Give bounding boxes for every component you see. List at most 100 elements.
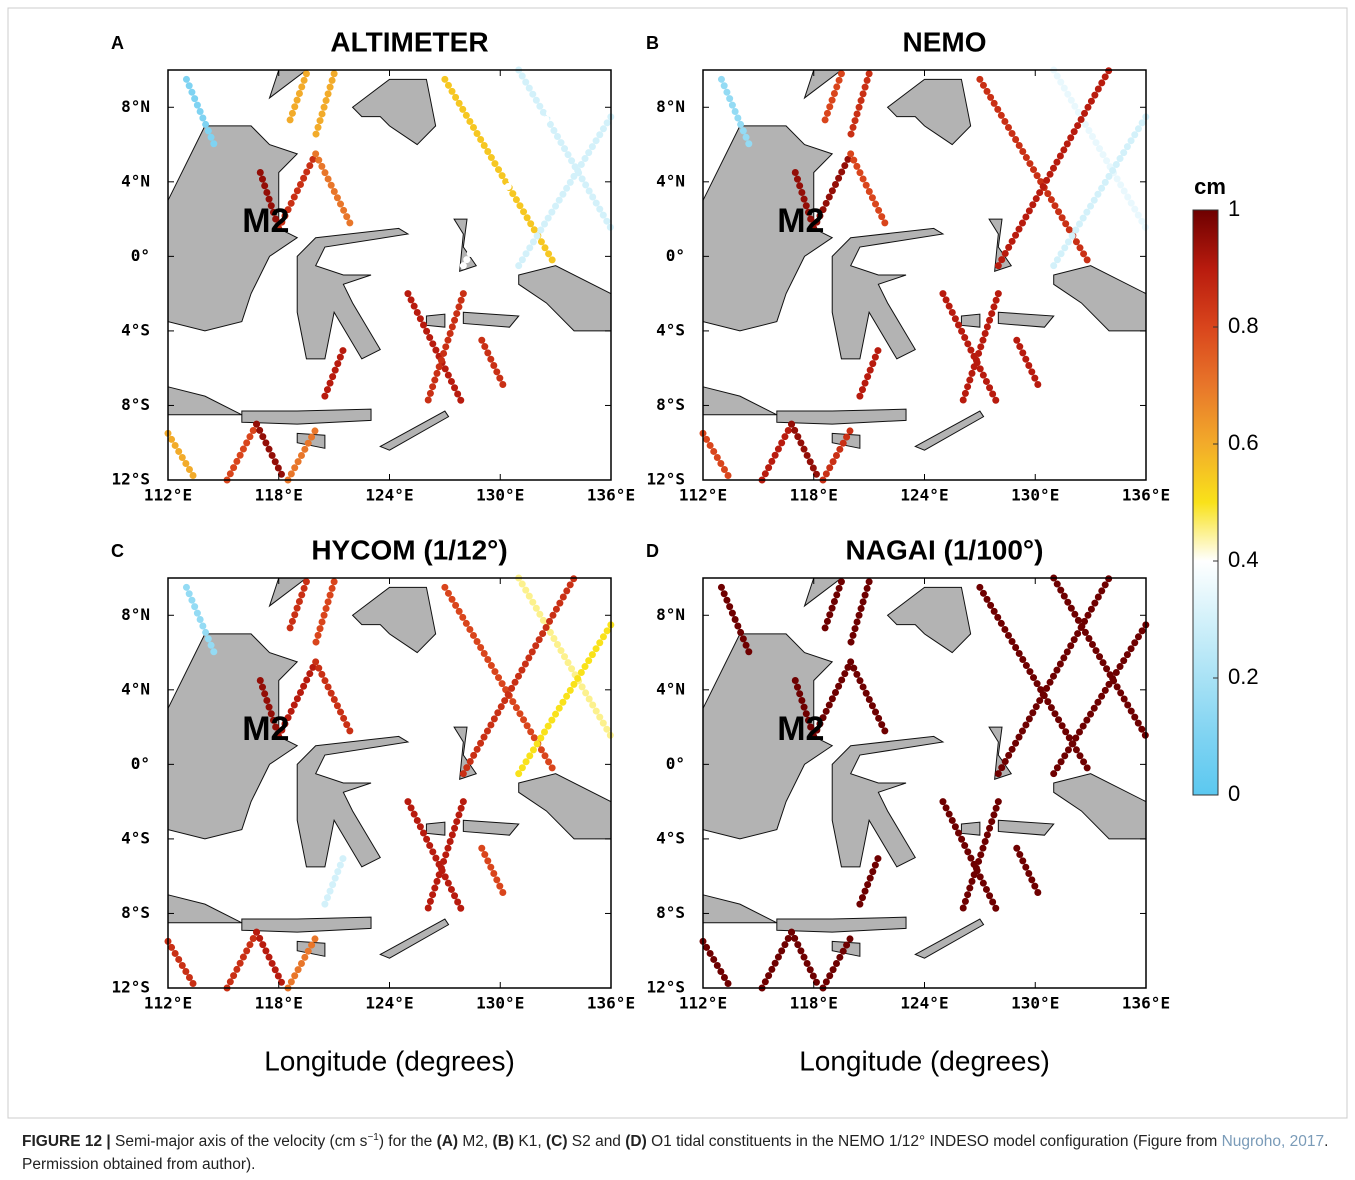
y-tick-label: 8°N <box>656 97 685 116</box>
x-tick-label: 118°E <box>255 994 303 1013</box>
y-tick-label: 8°N <box>121 97 150 116</box>
y-tick-label: 0° <box>666 246 685 265</box>
land <box>379 410 450 451</box>
track <box>819 426 855 484</box>
track <box>312 150 357 232</box>
land <box>462 819 520 836</box>
panel-letter: B <box>646 33 659 53</box>
track <box>847 70 873 139</box>
land <box>296 940 326 957</box>
map-label: M2 <box>242 710 289 748</box>
caption-run: O1 tidal constituents in the NEMO 1/12° … <box>646 1133 1222 1151</box>
track <box>957 290 1002 409</box>
track <box>847 150 892 232</box>
y-tick-label: 12°S <box>646 978 685 997</box>
y-tick-label: 4°N <box>656 171 685 190</box>
land <box>379 918 450 959</box>
track <box>459 574 578 778</box>
land <box>425 313 446 328</box>
map-label: M2 <box>242 202 289 240</box>
y-tick-label: 8°N <box>121 605 150 624</box>
track <box>939 798 1002 917</box>
track <box>275 658 320 740</box>
track <box>459 66 578 270</box>
x-tick-label: 136°E <box>587 994 635 1013</box>
x-tick-label: 124°E <box>900 486 948 505</box>
land <box>453 726 478 780</box>
y-tick-label: 4°S <box>656 320 685 339</box>
track <box>717 75 753 149</box>
track <box>312 70 338 139</box>
y-tick-label: 4°S <box>656 828 685 847</box>
panel-letter: C <box>111 541 124 561</box>
track <box>321 346 347 400</box>
y-tick-label: 8°S <box>656 395 685 414</box>
land <box>462 311 520 328</box>
map-label: M2 <box>777 710 824 748</box>
track <box>847 578 873 647</box>
track <box>164 937 200 992</box>
track <box>312 658 357 740</box>
x-tick-label: 118°E <box>790 994 838 1013</box>
x-tick-label: 130°E <box>1011 486 1059 505</box>
land <box>960 821 981 836</box>
track <box>819 70 845 130</box>
land <box>886 586 972 654</box>
land <box>296 735 410 868</box>
colorbar-tick-label: 1 <box>1228 196 1240 221</box>
x-tick-label: 130°E <box>476 486 524 505</box>
track <box>182 583 218 657</box>
track <box>758 420 796 484</box>
panel: 112°E 118°E 124°E 130°E 136°E 8°N 4°N 0° 4°S 8°S 1… <box>646 534 1170 1076</box>
land <box>351 586 437 654</box>
land <box>960 313 981 328</box>
caption-run: ) for the <box>378 1133 437 1151</box>
track <box>284 426 320 484</box>
map-label: M2 <box>777 202 824 240</box>
caption-run: (D) <box>625 1133 647 1151</box>
land <box>997 819 1055 836</box>
land <box>914 918 985 959</box>
track <box>788 420 823 484</box>
caption-run: FIGURE 12 | <box>22 1133 111 1151</box>
land <box>351 78 437 146</box>
track <box>284 70 310 130</box>
track <box>1050 66 1150 232</box>
figure: 112°E 118°E 124°E 130°E 136°E 8°N 4°N 0° 4°S 8°S 1… <box>7 7 1348 1119</box>
track <box>422 290 467 409</box>
track <box>758 928 796 992</box>
track <box>253 420 288 484</box>
caption-run: . Permission obtained from author). <box>22 1133 1329 1174</box>
y-tick-label: 12°S <box>111 470 150 489</box>
x-tick-label: 130°E <box>476 994 524 1013</box>
colorbar-tick-label: 0.2 <box>1228 664 1259 689</box>
y-tick-label: 8°S <box>121 395 150 414</box>
panel-title: NEMO <box>903 26 987 57</box>
track <box>478 336 508 391</box>
x-axis-label: Longitude (degrees) <box>799 1045 1050 1076</box>
track <box>312 578 338 647</box>
track <box>422 798 467 917</box>
track <box>1013 336 1043 391</box>
panel-title: NAGAI (1/100°) <box>846 534 1044 565</box>
track <box>275 150 320 232</box>
track <box>939 290 1002 409</box>
land <box>241 916 372 933</box>
track <box>284 934 320 992</box>
track <box>321 854 347 908</box>
land <box>988 726 1013 780</box>
caption-run: Semi-major axis of the velocity (cm s <box>110 1133 368 1151</box>
track <box>404 290 467 409</box>
y-tick-label: 12°S <box>646 470 685 489</box>
land <box>453 218 478 272</box>
track <box>856 346 882 400</box>
caption-run: −1 <box>367 1132 379 1143</box>
colorbar-tick-label: 0.8 <box>1228 313 1259 338</box>
track <box>819 578 845 638</box>
caption-run[interactable]: Nugroho, 2017 <box>1221 1133 1325 1151</box>
track <box>810 150 855 232</box>
y-tick-label: 4°N <box>656 679 685 698</box>
y-tick-label: 8°N <box>656 605 685 624</box>
track <box>164 429 200 484</box>
